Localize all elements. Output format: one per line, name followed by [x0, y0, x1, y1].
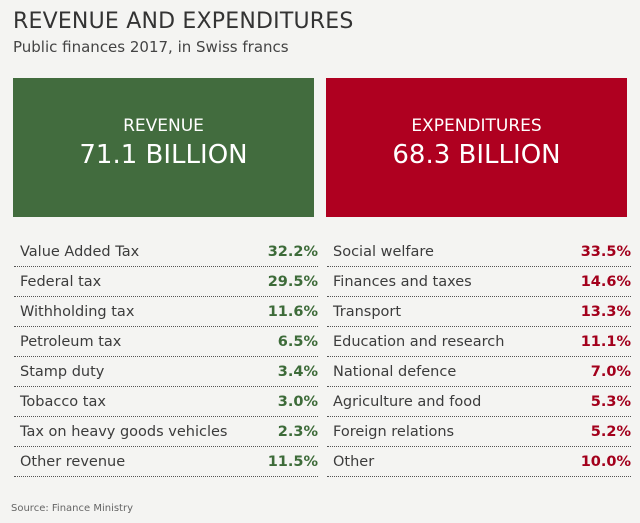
row-label: Value Added Tax: [20, 243, 140, 260]
row-label: Other revenue: [20, 453, 126, 470]
revenue-row: Other revenue 11.5%: [14, 447, 318, 477]
revenue-row: Petroleum tax 6.5%: [14, 327, 318, 357]
row-percent: 6.5%: [277, 333, 318, 350]
expenditures-row: Foreign relations 5.2%: [327, 417, 631, 447]
revenue-row: Tax on heavy goods vehicles 2.3%: [14, 417, 318, 447]
row-percent: 33.5%: [580, 243, 631, 260]
revenue-row: Stamp duty 3.4%: [14, 357, 318, 387]
row-percent: 11.1%: [580, 333, 631, 350]
expenditures-row: Other 10.0%: [327, 447, 631, 477]
revenue-list: Value Added Tax 32.2% Federal tax 29.5% With…: [14, 237, 318, 477]
expenditures-row: Finances and taxes 14.6%: [327, 267, 631, 297]
row-label: Social welfare: [333, 243, 434, 260]
expenditures-list: Social welfare 33.5% Finances and taxes 14.…: [327, 237, 631, 477]
row-percent: 3.0%: [277, 393, 318, 410]
row-label: Foreign relations: [333, 423, 455, 440]
revenue-row: Value Added Tax 32.2%: [14, 237, 318, 267]
expenditures-row: Education and research 11.1%: [327, 327, 631, 357]
revenue-row: Tobacco tax 3.0%: [14, 387, 318, 417]
revenue-total: 71.1 BILLION: [79, 140, 248, 170]
row-percent: 11.6%: [267, 303, 318, 320]
page-subtitle: Public finances 2017, in Swiss francs: [13, 38, 289, 56]
expenditures-row: Transport 13.3%: [327, 297, 631, 327]
row-label: Other: [333, 453, 375, 470]
row-percent: 11.5%: [267, 453, 318, 470]
row-percent: 5.2%: [590, 423, 631, 440]
page-title: REVENUE AND EXPENDITURES: [13, 9, 354, 34]
row-label: Agriculture and food: [333, 393, 482, 410]
row-percent: 29.5%: [267, 273, 318, 290]
row-label: Tax on heavy goods vehicles: [20, 423, 228, 440]
row-label: Petroleum tax: [20, 333, 122, 350]
expenditures-total: 68.3 BILLION: [392, 140, 561, 170]
expenditures-total-box: EXPENDITURES 68.3 BILLION: [326, 78, 627, 217]
revenue-total-box: REVENUE 71.1 BILLION: [13, 78, 314, 217]
row-label: National defence: [333, 363, 457, 380]
expenditures-row: Agriculture and food 5.3%: [327, 387, 631, 417]
revenue-row: Federal tax 29.5%: [14, 267, 318, 297]
row-percent: 13.3%: [580, 303, 631, 320]
row-percent: 5.3%: [590, 393, 631, 410]
row-label: Tobacco tax: [20, 393, 106, 410]
row-label: Federal tax: [20, 273, 102, 290]
expenditures-label: EXPENDITURES: [411, 116, 542, 136]
row-percent: 14.6%: [580, 273, 631, 290]
row-percent: 3.4%: [277, 363, 318, 380]
revenue-label: REVENUE: [123, 116, 204, 136]
row-percent: 7.0%: [590, 363, 631, 380]
row-percent: 10.0%: [580, 453, 631, 470]
row-label: Withholding tax: [20, 303, 135, 320]
source-note: Source: Finance Ministry: [11, 503, 134, 514]
row-label: Education and research: [333, 333, 505, 350]
row-percent: 2.3%: [277, 423, 318, 440]
expenditures-row: National defence 7.0%: [327, 357, 631, 387]
row-label: Finances and taxes: [333, 273, 472, 290]
expenditures-row: Social welfare 33.5%: [327, 237, 631, 267]
revenue-row: Withholding tax 11.6%: [14, 297, 318, 327]
row-percent: 32.2%: [267, 243, 318, 260]
row-label: Transport: [333, 303, 402, 320]
row-label: Stamp duty: [20, 363, 105, 380]
